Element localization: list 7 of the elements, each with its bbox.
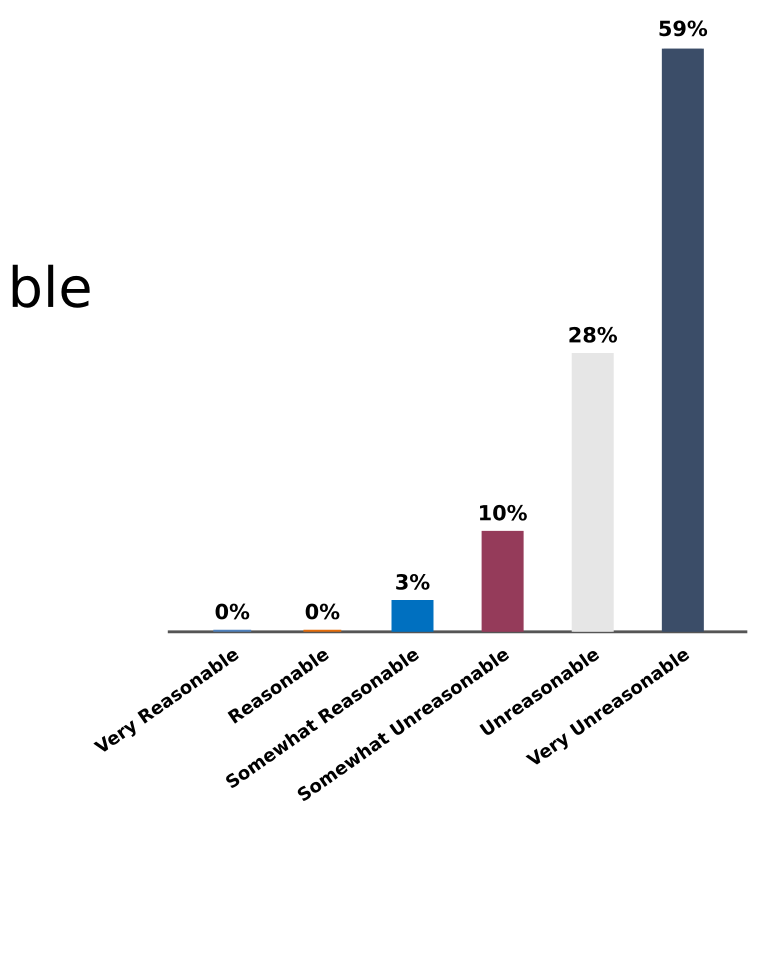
data-label: 10% <box>480 504 527 521</box>
data-label: 59% <box>660 20 708 36</box>
data-label: 28% <box>569 326 617 343</box>
data-label: 0% <box>216 604 250 620</box>
data-label: 3% <box>396 574 430 590</box>
data-label: 0% <box>306 604 340 620</box>
text: ble <box>12 264 90 308</box>
